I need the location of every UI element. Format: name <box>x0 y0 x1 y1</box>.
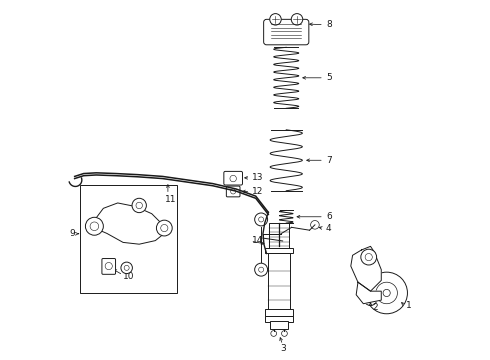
Bar <box>269 223 289 250</box>
Text: 5: 5 <box>326 73 332 82</box>
Text: 3: 3 <box>280 344 286 353</box>
Text: 8: 8 <box>326 20 332 29</box>
Circle shape <box>361 249 377 265</box>
Circle shape <box>376 282 397 304</box>
Circle shape <box>364 293 377 306</box>
Circle shape <box>124 265 129 270</box>
Bar <box>269 253 290 311</box>
Text: 11: 11 <box>166 194 177 203</box>
Bar <box>80 185 177 293</box>
Text: 4: 4 <box>326 224 332 233</box>
FancyBboxPatch shape <box>264 19 309 45</box>
Text: 7: 7 <box>326 156 332 165</box>
Circle shape <box>230 175 236 182</box>
Circle shape <box>136 202 143 209</box>
Circle shape <box>132 198 147 213</box>
Polygon shape <box>93 203 164 244</box>
Circle shape <box>270 14 281 25</box>
FancyBboxPatch shape <box>102 258 116 274</box>
Circle shape <box>85 217 103 235</box>
Polygon shape <box>356 282 381 304</box>
Text: 6: 6 <box>326 212 332 221</box>
Text: 13: 13 <box>252 174 264 183</box>
Circle shape <box>255 213 268 226</box>
Polygon shape <box>351 246 381 291</box>
Bar <box>266 316 293 321</box>
FancyBboxPatch shape <box>226 186 240 197</box>
Circle shape <box>383 289 390 297</box>
Circle shape <box>121 262 132 274</box>
Text: 12: 12 <box>252 187 264 196</box>
Circle shape <box>161 225 168 231</box>
Bar <box>265 248 294 253</box>
Text: 14: 14 <box>252 237 264 246</box>
Circle shape <box>90 222 98 230</box>
Text: 9: 9 <box>69 229 75 238</box>
Circle shape <box>282 330 287 336</box>
Text: 2: 2 <box>373 303 378 312</box>
Text: 10: 10 <box>123 272 135 281</box>
Circle shape <box>271 330 276 336</box>
Circle shape <box>156 220 172 236</box>
Text: 1: 1 <box>406 301 412 310</box>
Circle shape <box>291 14 303 25</box>
Circle shape <box>366 272 408 314</box>
Bar <box>270 321 288 329</box>
Bar <box>266 309 293 316</box>
Circle shape <box>311 221 319 229</box>
Circle shape <box>255 263 268 276</box>
Circle shape <box>231 189 236 194</box>
Circle shape <box>259 217 264 222</box>
FancyBboxPatch shape <box>224 171 243 185</box>
Circle shape <box>365 253 372 261</box>
Circle shape <box>368 296 373 302</box>
Circle shape <box>259 267 264 272</box>
Circle shape <box>105 262 112 270</box>
